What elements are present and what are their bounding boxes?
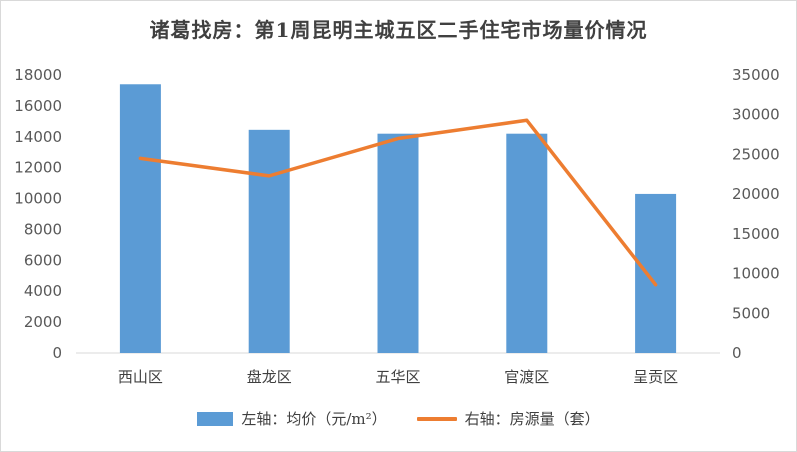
right-tick-label: 5000 <box>732 304 770 322</box>
right-tick-label: 15000 <box>732 225 780 243</box>
legend-item-bar: 左轴：均价（元/m²） <box>197 408 387 429</box>
bar <box>506 133 548 353</box>
left-axis: 0 2000 4000 6000 8000 10000 12000 14000 16000 180… <box>14 66 62 362</box>
bar-series <box>119 84 677 354</box>
category-label: 呈贡区 <box>633 368 678 386</box>
right-tick-label: 20000 <box>732 185 780 203</box>
category-label: 西山区 <box>118 368 163 386</box>
line-point <box>525 118 529 122</box>
left-tick-label: 4000 <box>24 282 62 300</box>
legend-bar-swatch <box>197 411 234 426</box>
left-tick-label: 6000 <box>24 251 62 269</box>
line-point <box>267 174 271 178</box>
right-tick-label: 0 <box>732 344 742 362</box>
legend-bar-label: 左轴：均价（元/m²） <box>241 410 387 428</box>
bar <box>248 129 290 353</box>
legend: 左轴：均价（元/m²） 右轴：房源量（套） <box>0 408 797 429</box>
right-tick-label: 25000 <box>732 145 780 163</box>
bar <box>119 84 161 354</box>
left-tick-label: 0 <box>52 344 62 362</box>
line-point <box>654 283 658 287</box>
line-point <box>396 137 400 141</box>
left-tick-label: 14000 <box>14 128 62 146</box>
left-tick-label: 2000 <box>24 313 62 331</box>
category-label: 盘龙区 <box>247 368 292 386</box>
right-tick-label: 30000 <box>732 106 780 124</box>
left-tick-label: 18000 <box>14 66 62 84</box>
category-label: 官渡区 <box>504 368 549 386</box>
chart-title: 诸葛找房：第1周昆明主城五区二手住宅市场量价情况 <box>149 18 648 42</box>
left-tick-label: 12000 <box>14 159 62 177</box>
left-tick-label: 10000 <box>14 190 62 208</box>
legend-line-label: 右轴：房源量（套） <box>464 410 600 428</box>
legend-line-swatch <box>416 416 457 421</box>
right-tick-label: 10000 <box>732 265 780 283</box>
category-label: 五华区 <box>375 368 420 386</box>
bar <box>377 133 419 353</box>
line-series <box>138 118 658 287</box>
left-tick-label: 16000 <box>14 97 62 115</box>
x-axis-categories: 西山区 盘龙区 五华区 官渡区 呈贡区 <box>118 368 678 386</box>
left-tick-label: 8000 <box>24 220 62 238</box>
legend-item-line: 右轴：房源量（套） <box>416 408 600 429</box>
line-point <box>138 156 142 160</box>
right-axis: 0 5000 10000 15000 20000 25000 30000 35000 <box>732 66 780 362</box>
bar <box>635 193 677 353</box>
right-tick-label: 35000 <box>732 66 780 84</box>
